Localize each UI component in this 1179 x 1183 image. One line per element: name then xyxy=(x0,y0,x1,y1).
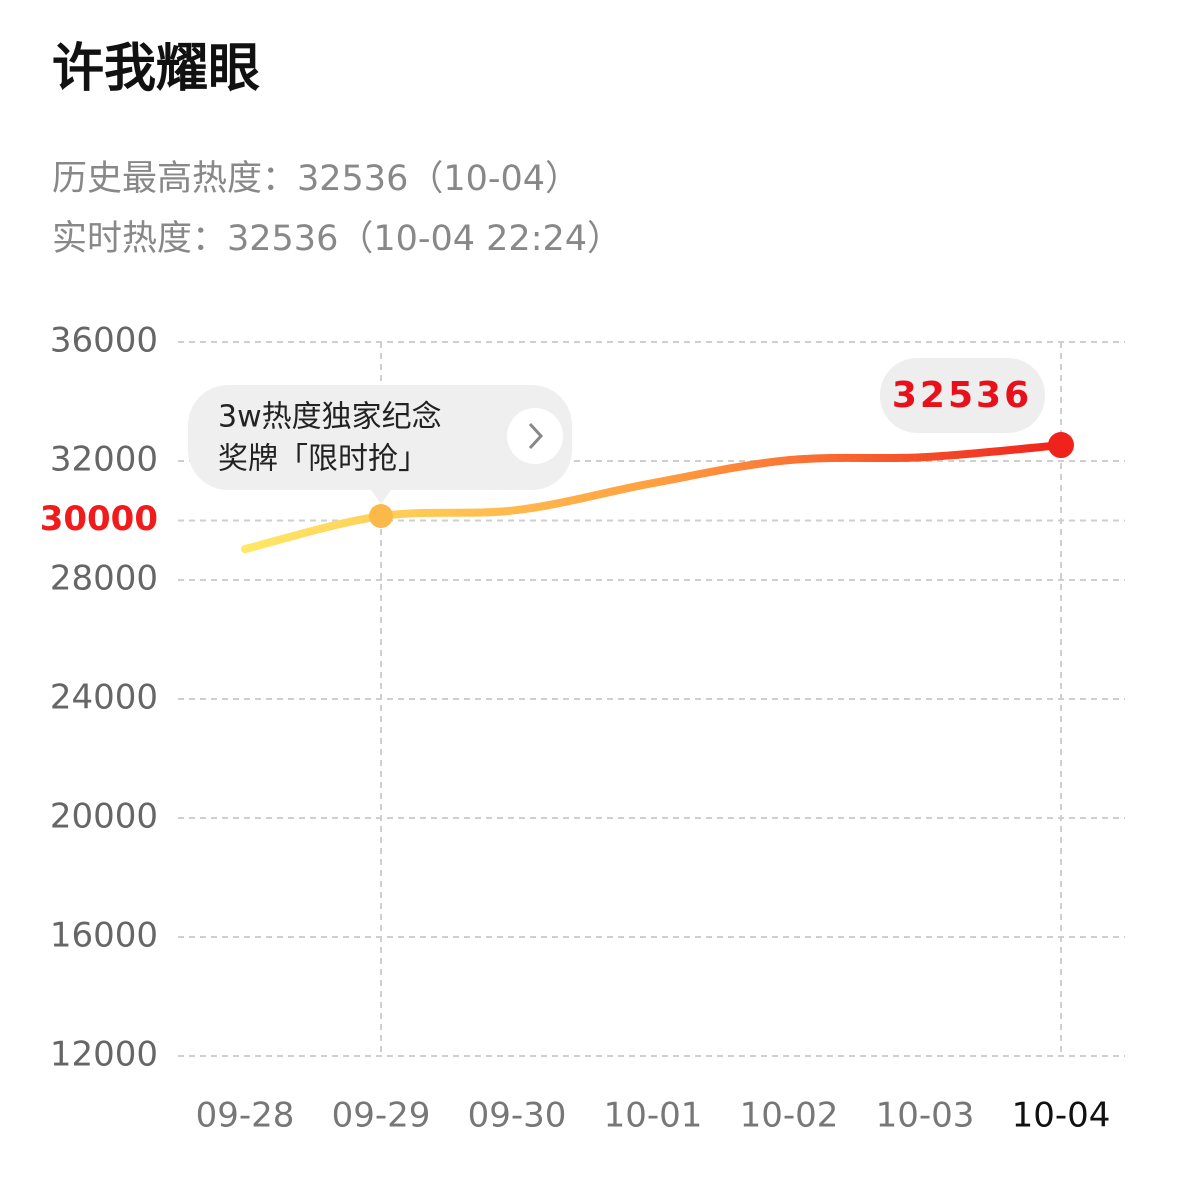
x-tick-label: 10-04 xyxy=(1012,1096,1111,1136)
x-tick-label: 10-03 xyxy=(876,1096,975,1136)
x-tick-label: 09-30 xyxy=(468,1096,567,1136)
marker xyxy=(1048,432,1074,459)
value-label: 32536 xyxy=(892,375,1032,416)
tooltip-bubble xyxy=(188,385,572,505)
y-tick-label: 30000 xyxy=(40,499,158,539)
tooltip-text: 3w热度独家纪念 xyxy=(218,400,442,435)
y-tick-label: 32000 xyxy=(50,440,158,480)
y-tick-label: 28000 xyxy=(50,559,158,599)
x-tick-label: 10-02 xyxy=(740,1096,839,1136)
x-tick-label: 09-28 xyxy=(196,1096,295,1136)
chart-title: 许我耀眼 xyxy=(52,39,260,99)
value-bubble xyxy=(880,358,1045,433)
x-tick-label: 10-01 xyxy=(604,1096,703,1136)
y-tick-label: 12000 xyxy=(50,1035,158,1075)
marker xyxy=(369,504,393,529)
tooltip-arrow-bg xyxy=(507,408,563,464)
x-tick-label: 09-29 xyxy=(332,1096,431,1136)
subtitle: 实时热度：32536（10-04 22:24） xyxy=(52,219,622,259)
subtitle: 历史最高热度：32536（10-04） xyxy=(52,159,580,199)
tooltip-arrow xyxy=(528,422,544,450)
y-tick-label: 36000 xyxy=(50,321,158,361)
y-tick-label: 20000 xyxy=(50,797,158,837)
tooltip-text: 奖牌「限时抢」 xyxy=(218,442,428,477)
y-tick-label: 24000 xyxy=(50,678,158,718)
y-tick-label: 16000 xyxy=(50,916,158,956)
